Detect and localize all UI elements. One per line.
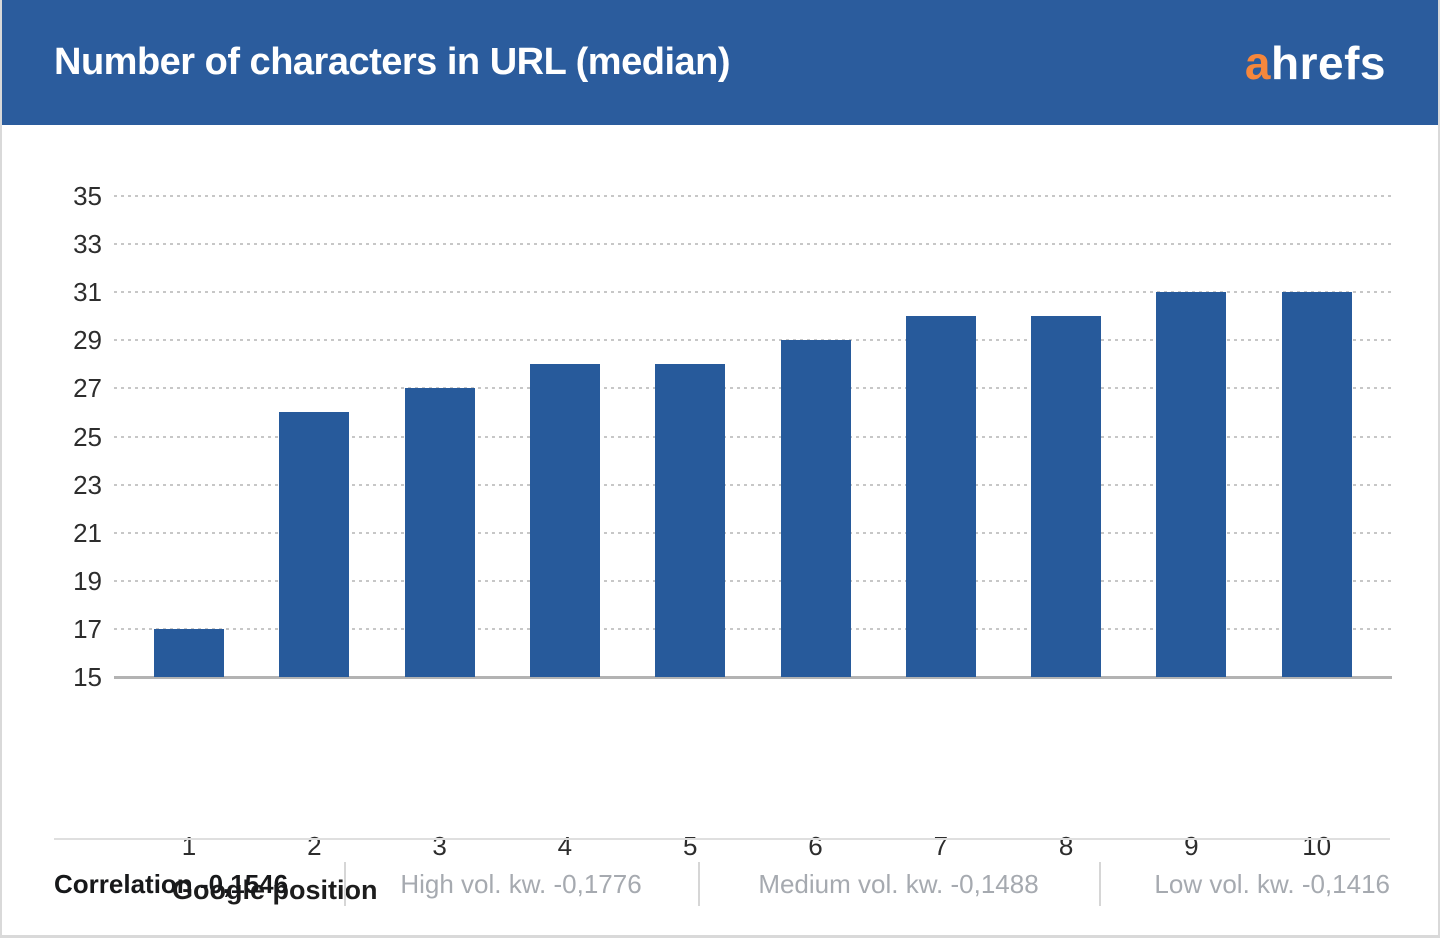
gridline [114,291,1392,294]
gridline [114,387,1392,390]
y-tick-label: 31 [73,277,102,308]
y-tick-label: 33 [73,229,102,260]
footer-separator [344,862,346,906]
bar-position-10 [1281,292,1352,677]
stats-footer: Correlation -0,1546 High vol. kw. -0,177… [2,840,1440,938]
chart-title: Number of characters in URL (median) [54,41,731,83]
y-tick-label: 15 [73,662,102,692]
bar-position-3 [404,388,475,677]
bar-position-5 [655,364,726,677]
bar-position-7 [905,316,976,677]
y-tick-label: 17 [73,613,102,644]
y-tick-label: 27 [73,373,102,404]
bar-position-9 [1156,292,1227,677]
bar-position-6 [780,340,851,677]
bar-chart: 15 17 19 21 23 25 27 29 31 33 35 1 2 3 4 5 6 7 8 9 10 Googl… [2,125,1438,935]
y-tick-label: 23 [73,469,102,500]
footer-divider-line [54,838,1390,840]
bar-position-2 [279,412,350,677]
bar-position-4 [529,364,600,677]
y-tick-label: 35 [73,181,102,211]
ahrefs-logo-a: a [1244,36,1272,89]
x-tick-label: 10 [1302,831,1332,861]
x-axis-line [114,676,1392,679]
gridline [114,579,1392,582]
y-tick-label: 19 [73,565,102,596]
gridline [114,531,1392,534]
y-tick-label: 21 [73,517,102,548]
gridline [114,627,1392,630]
ahrefs-logo: ahrefs [1245,40,1386,86]
stat-medium-volume-kw: Medium vol. kw. -0,1488 [758,868,1039,899]
gridline [114,339,1392,342]
x-axis-title: Google position [172,875,378,905]
gridline [114,435,1392,438]
stat-high-volume-kw: High vol. kw. -0,1776 [400,868,642,899]
footer-separator [698,862,700,906]
ahrefs-logo-hrefs: hrefs [1271,36,1386,89]
gridline [114,195,1392,197]
gridline [114,243,1392,246]
header-bar: Number of characters in URL (median) ahr… [2,0,1438,125]
bar-position-1 [154,628,224,677]
gridline [114,483,1392,486]
correlation-value: Correlation -0,1546 [54,868,289,899]
y-tick-label: 29 [73,325,102,356]
footer-separator [1099,862,1101,906]
stat-low-volume-kw: Low vol. kw. -0,1416 [1154,868,1390,899]
bar-position-8 [1031,316,1102,677]
y-tick-label: 25 [73,421,102,452]
